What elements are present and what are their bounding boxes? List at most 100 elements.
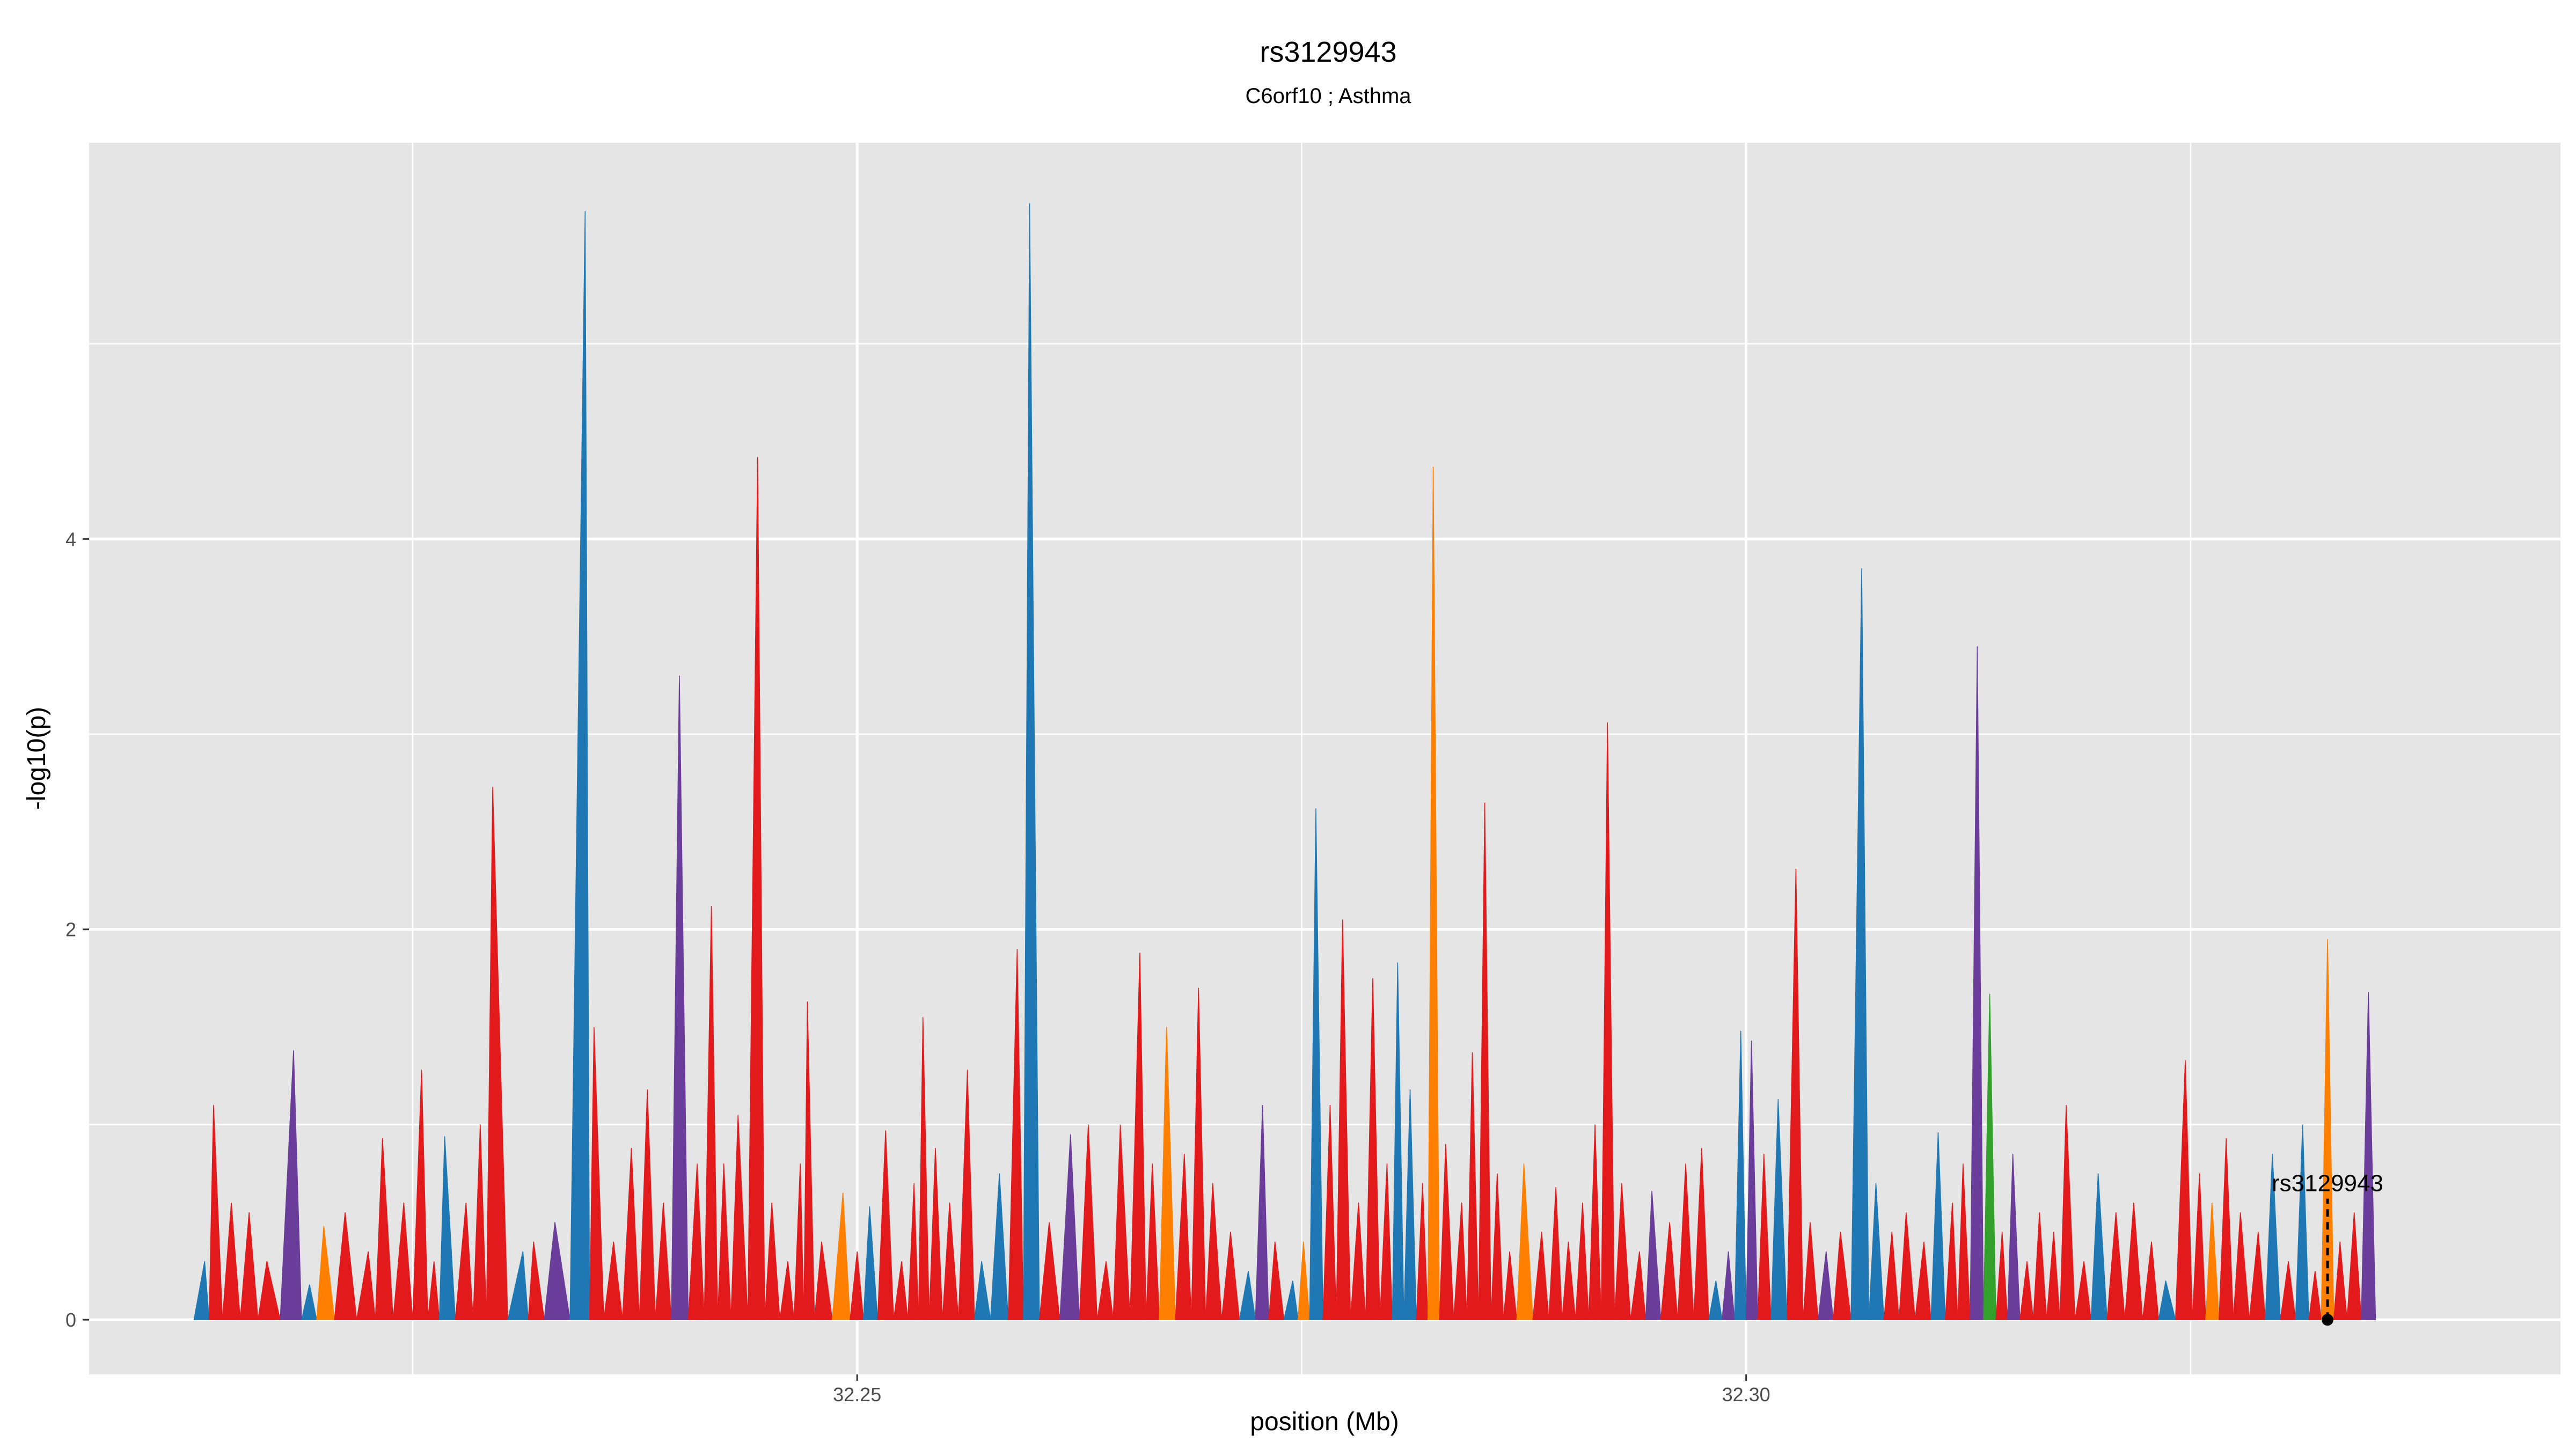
peak-area [1309, 808, 1323, 1320]
peak-area [1175, 1153, 1192, 1320]
peak-area [1930, 1132, 1946, 1320]
peak-area [603, 1241, 623, 1320]
peak-area [793, 1163, 804, 1320]
peak-area [193, 1261, 210, 1320]
peak-area [427, 1261, 440, 1320]
peak-area [2308, 1271, 2322, 1320]
peak-area [1850, 568, 1870, 1320]
peak-area [1588, 1124, 1602, 1320]
peak-area [1379, 1163, 1393, 1320]
peak-area [1159, 1027, 1176, 1320]
peak-area [1365, 978, 1380, 1320]
peak-area [1883, 1232, 1900, 1320]
peak-area [375, 1138, 394, 1320]
peak-area [704, 906, 718, 1320]
peak-area [1350, 1202, 1366, 1320]
peak-area [1944, 1202, 1958, 1320]
peak-area [2074, 1261, 2092, 1320]
peak-area [1693, 1148, 1709, 1320]
peak-area [507, 1251, 529, 1320]
peak-area [2192, 1173, 2206, 1320]
peak-area [1561, 1241, 1576, 1320]
peak-area [2019, 1261, 2034, 1320]
peak-area [257, 1261, 281, 1320]
peak-area [850, 1251, 864, 1320]
peak-area [1660, 1222, 1678, 1320]
peak-area [1466, 1052, 1479, 1320]
peak-area [1283, 1280, 1299, 1320]
highlight-marker: rs3129943 [2272, 1170, 2383, 1326]
peak-area [655, 1202, 672, 1320]
peak-area [2233, 1212, 2250, 1320]
x-tick-label: 32.30 [1722, 1384, 1770, 1406]
chart-subtitle: C6orf10 ; Asthma [1245, 84, 1411, 108]
peak-area [831, 1192, 851, 1320]
peak-area [747, 457, 765, 1320]
peak-area [1575, 1202, 1590, 1320]
peak-area [1453, 1202, 1468, 1320]
peak-area [1677, 1163, 1694, 1320]
peak-area [1770, 1099, 1788, 1320]
peak-area [1221, 1232, 1240, 1320]
x-tick-label: 32.25 [833, 1384, 881, 1406]
peak-area [671, 675, 689, 1320]
y-tick-label: 4 [65, 528, 76, 550]
peak-area [990, 1173, 1009, 1320]
peak-area [1983, 993, 1996, 1320]
peak-area [942, 1202, 959, 1320]
peak-area [1478, 802, 1492, 1320]
peak-area [1008, 949, 1024, 1320]
peak-area [1439, 1144, 1454, 1320]
peak-area [1957, 1163, 1971, 1320]
peak-area [1817, 1251, 1834, 1320]
peak-area [1734, 1030, 1747, 1320]
peak-area [1096, 1261, 1114, 1320]
peak-area [1145, 1163, 1160, 1320]
peak-area [2175, 1060, 2193, 1320]
peak-area [2333, 1241, 2348, 1320]
peak-area [2142, 1241, 2160, 1320]
y-axis-label: -log10(p) [23, 707, 51, 810]
peak-area [486, 787, 508, 1320]
peak-area [1490, 1173, 1504, 1320]
y-tick-label: 2 [65, 919, 76, 941]
peak-area [687, 1163, 705, 1320]
peak-area [2090, 1173, 2107, 1320]
peak-area [877, 1130, 894, 1320]
peak-area [544, 1222, 571, 1320]
peak-area [1403, 1089, 1417, 1320]
peak-area [1802, 1222, 1819, 1320]
peak-area [1532, 1232, 1549, 1320]
peak-area [1516, 1163, 1533, 1320]
peak-area [1548, 1187, 1563, 1320]
peak-area [1787, 868, 1804, 1320]
peak-area [1336, 919, 1351, 1320]
peak-area [2059, 1105, 2076, 1320]
peak-area [1914, 1241, 1932, 1320]
peak-area [958, 1070, 975, 1320]
peak-area [1205, 1183, 1223, 1320]
peak-area [1757, 1153, 1772, 1320]
peak-area [2280, 1261, 2296, 1320]
peak-area [528, 1241, 545, 1320]
peak-area [1898, 1212, 1916, 1320]
peak-area [569, 211, 590, 1320]
peak-area [356, 1251, 376, 1320]
peak-area [1416, 1183, 1429, 1320]
peak-area [764, 1202, 780, 1320]
peak-area [803, 1001, 815, 1320]
peak-area [1868, 1183, 1885, 1320]
peak-area [2219, 1138, 2234, 1320]
highlight-point [2322, 1314, 2334, 1326]
peak-area [2106, 1212, 2126, 1320]
plot-panel [89, 143, 2560, 1374]
peak-area [1023, 203, 1040, 1320]
peak-area [455, 1202, 474, 1320]
peak-area [2295, 1124, 2309, 1320]
peak-area [1600, 722, 1615, 1320]
peak-areas [193, 203, 2376, 1320]
peak-area [1427, 466, 1440, 1320]
peak-area [717, 1163, 731, 1320]
peak-area [1322, 1105, 1337, 1320]
